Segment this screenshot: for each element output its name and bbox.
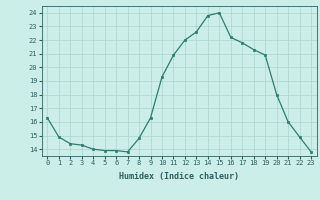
X-axis label: Humidex (Indice chaleur): Humidex (Indice chaleur) <box>119 172 239 181</box>
